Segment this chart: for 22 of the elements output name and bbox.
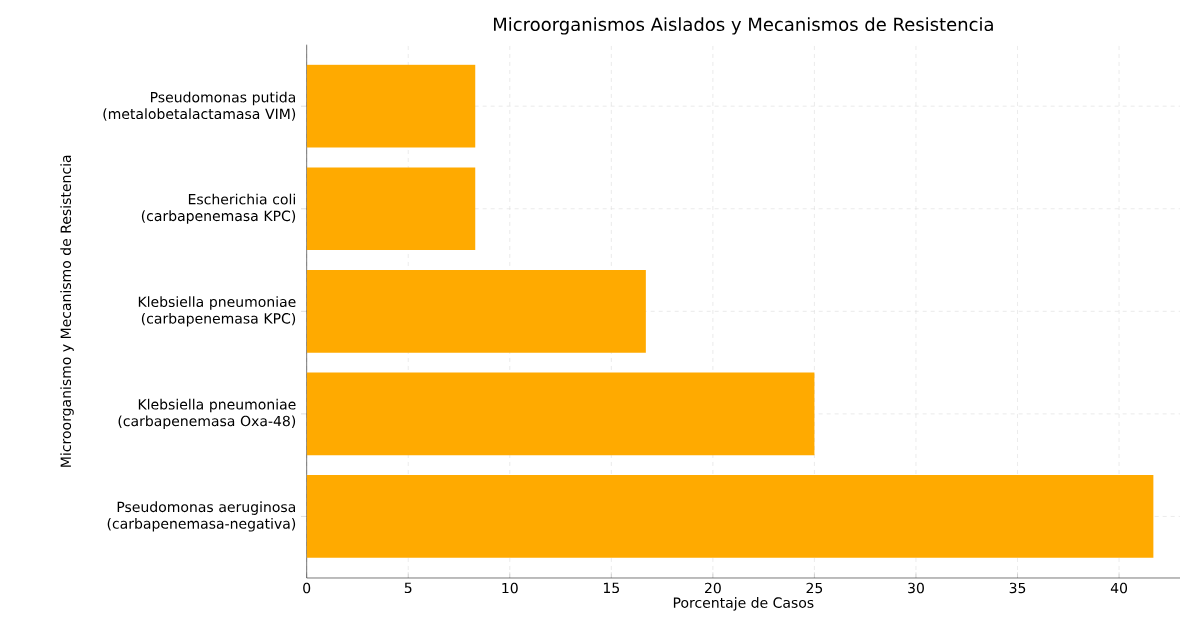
x-tick-label: 5 bbox=[404, 582, 412, 594]
bar bbox=[306, 475, 1154, 558]
x-axis-title: Porcentaje de Casos bbox=[673, 597, 814, 611]
y-tick-label: Pseudomonas putida (metalobetalactamasa VIM) bbox=[103, 91, 296, 121]
x-tick-label: 15 bbox=[603, 582, 619, 594]
x-tick-label: 10 bbox=[502, 582, 518, 594]
bar bbox=[306, 372, 815, 456]
bar bbox=[306, 64, 476, 148]
y-tick-label: Klebsiella pneumoniae (carbapenemasa Oxa-48) bbox=[118, 398, 296, 429]
x-tick-label: 35 bbox=[1009, 582, 1026, 594]
x-tick-label: 25 bbox=[806, 582, 823, 594]
x-tick-label: 30 bbox=[908, 582, 924, 594]
y-axis-title: Microorganismo y Mecanismo de Resistencia bbox=[60, 155, 74, 467]
y-tick-label: Klebsiella pneumoniae (carbapenemasa KPC) bbox=[138, 296, 296, 327]
y-tick-label: Pseudomonas aeruginosa (carbapenemasa-negativa) bbox=[107, 501, 296, 532]
x-tick-label: 40 bbox=[1110, 582, 1128, 594]
chart-title: Microorganismos Aislados y Mecanismos de Resistencia bbox=[493, 17, 993, 35]
bar bbox=[306, 167, 476, 251]
x-tick-label: 20 bbox=[704, 582, 721, 594]
bar bbox=[306, 269, 646, 353]
x-tick-label: 0 bbox=[303, 582, 311, 594]
y-tick-label: Escherichia coli (carbapenemasa KPC) bbox=[141, 193, 296, 224]
